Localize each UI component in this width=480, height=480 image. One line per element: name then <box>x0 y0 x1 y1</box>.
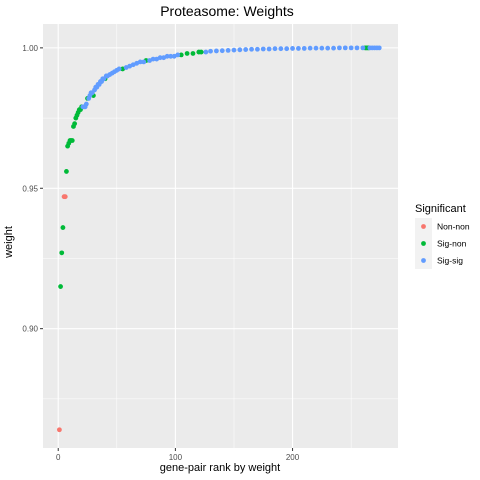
grid-minor <box>43 24 398 448</box>
data-point-sig-sig <box>319 45 325 51</box>
data-point-sig-sig <box>272 46 278 52</box>
data-point-sig-non <box>178 52 184 58</box>
data-point-sig-sig <box>157 55 163 61</box>
legend-label-sig-sig: Sig-sig <box>437 256 463 266</box>
data-point-sig-sig <box>225 47 231 53</box>
y-tick-label: 1.00 <box>22 44 38 53</box>
x-tick-label: 0 <box>56 453 61 462</box>
data-point-sig-non <box>64 169 69 174</box>
data-point-sig-sig <box>301 46 307 51</box>
data-point-sig-non <box>184 51 190 56</box>
data-point-sig-sig <box>260 46 266 52</box>
data-point-sig-sig <box>255 46 260 52</box>
y-tick-label: 0.95 <box>22 184 38 193</box>
data-point-sig-non <box>190 51 196 56</box>
axis-ticks <box>40 47 294 451</box>
data-point-sig-sig <box>325 45 331 51</box>
data-point-sig-non <box>59 250 65 256</box>
data-point-sig-sig <box>137 59 143 65</box>
data-point-sig-sig <box>342 45 348 51</box>
data-point-sig-sig <box>296 46 301 51</box>
data-point-sig-non <box>60 225 66 230</box>
legend-label-sig-non: Sig-non <box>437 239 467 249</box>
y-axis-label: weight <box>3 226 15 259</box>
data-point-sig-sig <box>83 101 89 107</box>
data-point-sig-sig <box>243 47 249 52</box>
data-point-sig-sig <box>360 45 366 51</box>
data-point-sig-sig <box>141 59 147 65</box>
data-point-sig-non <box>58 284 63 289</box>
data-point-sig-sig <box>175 52 181 58</box>
chart-title: Proteasome: Weights <box>160 3 294 19</box>
data-point-sig-sig <box>331 45 336 51</box>
data-point-sig-sig <box>168 53 174 59</box>
data-point-sig-sig <box>231 47 237 53</box>
data-point-sig-sig <box>266 46 272 52</box>
plot-panel <box>43 24 398 448</box>
data-point-sig-sig <box>164 53 170 59</box>
data-point-sig-non <box>69 138 75 143</box>
data-point-sig-non <box>72 121 78 127</box>
data-point-sig-sig <box>203 49 209 55</box>
data-point-sig-sig <box>354 45 360 51</box>
data-point-sig-sig <box>249 46 254 52</box>
data-point-sig-sig <box>290 46 295 51</box>
data-point-sig-sig <box>313 45 319 51</box>
y-tick-label: 0.90 <box>22 325 38 334</box>
data-point-sig-sig <box>208 48 213 54</box>
legend-swatch-sig-non <box>421 241 426 246</box>
legend-swatch-non-non <box>421 224 426 229</box>
data-point-non-non <box>62 194 68 200</box>
data-point-sig-sig <box>284 46 290 52</box>
legend-entries: Non-non Sig-non Sig-sig <box>415 218 470 269</box>
x-tick-labels: 0 100 200 <box>56 453 300 462</box>
data-point-non-non <box>57 427 62 433</box>
legend-label-non-non: Non-non <box>437 222 470 232</box>
data-point-sig-sig <box>116 66 122 72</box>
x-axis-label: gene-pair rank by weight <box>160 462 280 474</box>
data-points <box>57 45 382 433</box>
data-point-sig-sig <box>337 45 342 51</box>
legend: Significant Non-non Sig-non Sig-sig <box>415 203 470 269</box>
legend-swatch-sig-sig <box>421 258 426 263</box>
data-point-sig-sig <box>237 47 243 53</box>
data-point-sig-sig <box>376 45 382 51</box>
data-point-sig-sig <box>307 45 313 51</box>
data-point-sig-sig <box>219 48 225 54</box>
y-tick-labels: 0.90 0.95 1.00 <box>22 44 38 334</box>
x-tick-label: 100 <box>169 453 183 462</box>
legend-title: Significant <box>415 203 466 215</box>
x-tick-label: 200 <box>286 453 300 462</box>
data-point-sig-sig <box>150 56 156 62</box>
data-point-sig-sig <box>213 48 219 54</box>
data-point-sig-sig <box>348 45 354 51</box>
data-point-sig-non <box>198 49 204 55</box>
data-point-sig-sig <box>278 46 284 52</box>
